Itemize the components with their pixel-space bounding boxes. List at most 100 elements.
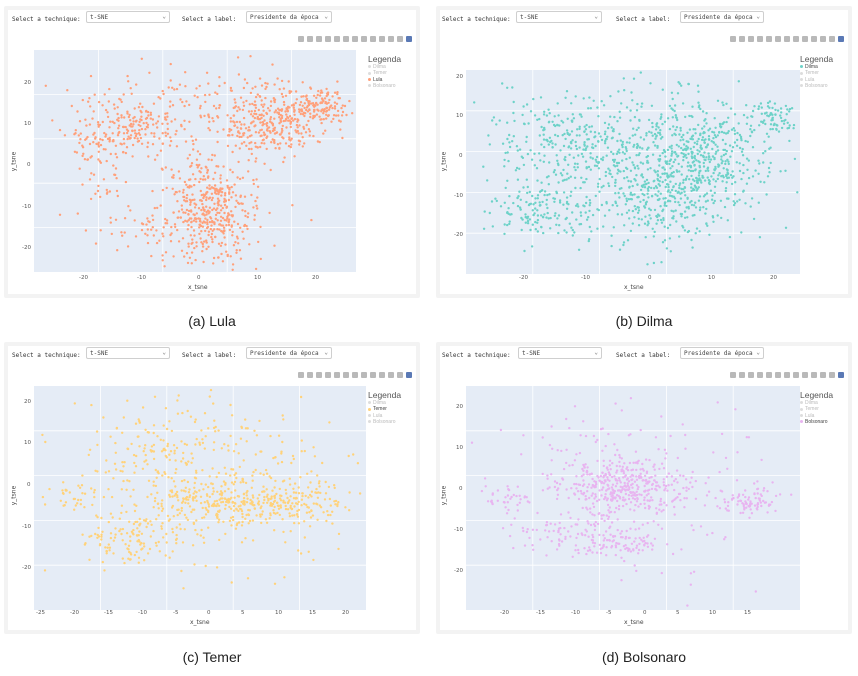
scatter-point: [269, 514, 272, 517]
legend-item-lula[interactable]: Lula: [800, 77, 833, 83]
scatter-point: [300, 132, 303, 135]
reset-axes-icon[interactable]: [370, 36, 376, 42]
autoscale-icon[interactable]: [793, 36, 799, 42]
zoom-in-icon[interactable]: [343, 372, 349, 378]
lasso-icon[interactable]: [766, 372, 772, 378]
hover-icon[interactable]: [388, 372, 394, 378]
scatter-point: [506, 137, 509, 141]
pan-icon[interactable]: [748, 372, 754, 378]
spike-icon[interactable]: [379, 36, 385, 42]
legend-item-lula[interactable]: Lula: [368, 77, 401, 83]
camera-icon[interactable]: [730, 36, 736, 42]
legend-item-lula[interactable]: Lula: [368, 413, 401, 419]
spike-icon[interactable]: [379, 372, 385, 378]
plotly-logo-icon[interactable]: [406, 36, 412, 42]
scatter-point: [651, 499, 654, 502]
label-select[interactable]: Presidente da época ⌄: [680, 11, 764, 23]
plotly-logo-icon[interactable]: [838, 36, 844, 42]
spike-icon[interactable]: [811, 372, 817, 378]
scatter-point: [753, 105, 756, 108]
scatter-point: [265, 521, 269, 524]
scatter-point: [604, 495, 607, 499]
camera-icon[interactable]: [298, 36, 304, 42]
legend-item-dilma[interactable]: Dilma: [800, 400, 833, 406]
scatter-point: [531, 528, 535, 531]
plot-area[interactable]: [34, 386, 366, 610]
pan-icon[interactable]: [748, 36, 754, 42]
pan-icon[interactable]: [316, 36, 322, 42]
scatter-point: [114, 527, 117, 530]
spike-icon[interactable]: [811, 36, 817, 42]
compare-icon[interactable]: [397, 372, 403, 378]
compare-icon[interactable]: [397, 36, 403, 42]
zoom-icon[interactable]: [739, 36, 745, 42]
scatter-point: [237, 106, 240, 109]
box-select-icon[interactable]: [757, 372, 763, 378]
compare-icon[interactable]: [829, 36, 835, 42]
zoom-out-icon[interactable]: [352, 36, 358, 42]
scatter-point: [161, 232, 164, 235]
hover-icon[interactable]: [820, 372, 826, 378]
legend-item-temer[interactable]: Temer: [368, 70, 401, 76]
scatter-point: [271, 502, 275, 506]
reset-axes-icon[interactable]: [802, 36, 808, 42]
autoscale-icon[interactable]: [361, 36, 367, 42]
legend-item-dilma[interactable]: Dilma: [368, 64, 401, 70]
technique-select[interactable]: t-SNE ⌄: [86, 347, 170, 359]
scatter-point: [74, 129, 77, 132]
legend-item-temer[interactable]: Temer: [800, 70, 833, 76]
zoom-icon[interactable]: [739, 372, 745, 378]
label-select[interactable]: Presidente da época ⌄: [246, 11, 332, 23]
box-select-icon[interactable]: [757, 36, 763, 42]
technique-select[interactable]: t-SNE ⌄: [516, 11, 602, 23]
zoom-icon[interactable]: [307, 36, 313, 42]
scatter-point: [549, 140, 552, 144]
label-select[interactable]: Presidente da época ⌄: [246, 347, 332, 359]
hover-icon[interactable]: [820, 36, 826, 42]
plot-area[interactable]: [466, 70, 800, 274]
reset-axes-icon[interactable]: [370, 372, 376, 378]
compare-icon[interactable]: [829, 372, 835, 378]
technique-select[interactable]: t-SNE ⌄: [86, 11, 170, 23]
box-select-icon[interactable]: [325, 372, 331, 378]
label-select[interactable]: Presidente da época ⌄: [680, 347, 764, 359]
plotly-logo-icon[interactable]: [406, 372, 412, 378]
lasso-icon[interactable]: [334, 36, 340, 42]
scatter-point: [202, 536, 205, 539]
scatter-point: [586, 486, 589, 489]
scatter-point: [771, 127, 774, 131]
scatter-point: [144, 110, 148, 113]
zoom-in-icon[interactable]: [775, 36, 781, 42]
legend-item-temer[interactable]: Temer: [368, 406, 401, 412]
legend-item-bolsonaro[interactable]: Bolsonaro: [800, 83, 833, 89]
legend-item-lula[interactable]: Lula: [800, 413, 833, 419]
zoom-out-icon[interactable]: [784, 36, 790, 42]
scatter-point: [185, 443, 189, 446]
box-select-icon[interactable]: [325, 36, 331, 42]
pan-icon[interactable]: [316, 372, 322, 378]
legend-item-bolsonaro[interactable]: Bolsonaro: [368, 419, 401, 425]
scatter-point: [495, 123, 498, 126]
lasso-icon[interactable]: [766, 36, 772, 42]
legend-item-bolsonaro[interactable]: Bolsonaro: [800, 419, 833, 425]
legend-item-bolsonaro[interactable]: Bolsonaro: [368, 83, 401, 89]
zoom-in-icon[interactable]: [775, 372, 781, 378]
autoscale-icon[interactable]: [793, 372, 799, 378]
scatter-point: [676, 191, 679, 194]
zoom-in-icon[interactable]: [343, 36, 349, 42]
camera-icon[interactable]: [730, 372, 736, 378]
zoom-out-icon[interactable]: [784, 372, 790, 378]
camera-icon[interactable]: [298, 372, 304, 378]
technique-select[interactable]: t-SNE ⌄: [518, 347, 602, 359]
legend-item-dilma[interactable]: Dilma: [800, 64, 833, 70]
lasso-icon[interactable]: [334, 372, 340, 378]
zoom-out-icon[interactable]: [352, 372, 358, 378]
hover-icon[interactable]: [388, 36, 394, 42]
scatter-point: [95, 430, 99, 433]
plotly-logo-icon[interactable]: [838, 372, 844, 378]
autoscale-icon[interactable]: [361, 372, 367, 378]
legend-item-temer[interactable]: Temer: [800, 406, 833, 412]
legend-item-dilma[interactable]: Dilma: [368, 400, 401, 406]
reset-axes-icon[interactable]: [802, 372, 808, 378]
zoom-icon[interactable]: [307, 372, 313, 378]
